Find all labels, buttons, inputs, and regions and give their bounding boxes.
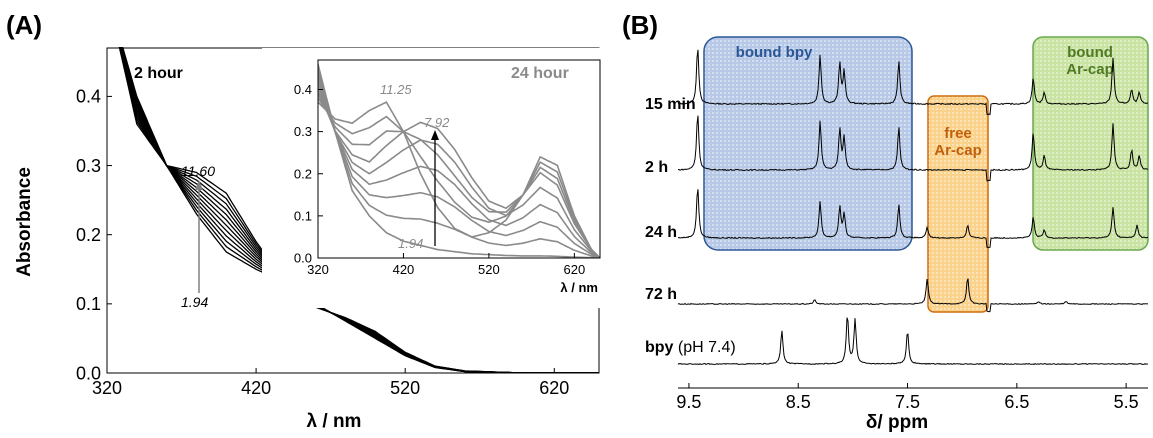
nmr-spectrum-line bbox=[677, 189, 1148, 248]
bound-bpy-box bbox=[703, 36, 913, 251]
nmr-spectra bbox=[677, 49, 1149, 366]
panel-b: (B) bound bpy free Ar-cap bound Ar-cap 1… bbox=[622, 10, 1149, 433]
main-arrow-head bbox=[195, 180, 203, 190]
row-label-bpy-main: bpy bbox=[645, 339, 674, 356]
inset-ytick-label: 0.4 bbox=[294, 82, 312, 97]
inset-frame bbox=[317, 59, 601, 259]
bound-arcap-box bbox=[1032, 36, 1149, 251]
row-label-2h: 2 h bbox=[645, 159, 668, 176]
bound-arcap-label-1: bound bbox=[1067, 44, 1113, 61]
inset-annotation-a: 11.25 bbox=[380, 82, 412, 97]
main-xtick-label: 320 bbox=[92, 378, 122, 398]
row-label-24h: 24 h bbox=[645, 224, 677, 241]
nmr-spectrum-line bbox=[677, 115, 1149, 182]
inset-xtick-label: 420 bbox=[393, 262, 415, 277]
nmr-xtick-label: 6.5 bbox=[1004, 392, 1029, 412]
inset-series-line bbox=[318, 89, 600, 258]
row-label-bpy-sub: (pH 7.4) bbox=[673, 339, 735, 356]
inset-series-line bbox=[318, 74, 600, 258]
inset-series-line bbox=[318, 97, 600, 258]
nmr-spectrum-line bbox=[677, 278, 1148, 313]
nmr-xtick-label: 9.5 bbox=[676, 392, 701, 412]
main-xtick-label: 420 bbox=[241, 378, 271, 398]
nmr-spectrum-line bbox=[677, 317, 1148, 366]
bound-bpy-label: bound bpy bbox=[736, 44, 813, 61]
free-arcap-box bbox=[927, 95, 989, 313]
main-legend: 2 hour bbox=[134, 65, 183, 82]
panel-a-label: (A) bbox=[6, 10, 42, 40]
inset-ytick-label: 0.0 bbox=[294, 251, 312, 266]
main-xtick-label: 520 bbox=[390, 378, 420, 398]
nmr-spectrum-line bbox=[677, 49, 1149, 116]
y-axis-title: Absorbance bbox=[14, 167, 35, 277]
inset-legend: 24 hour bbox=[511, 65, 569, 82]
main-annotation-top: 11.60 bbox=[181, 163, 215, 179]
row-label-15min: 15 min bbox=[645, 96, 696, 113]
inset-annotation-c: 1.94 bbox=[398, 236, 423, 251]
inset-arrow-head bbox=[431, 130, 439, 140]
inset-series-line bbox=[318, 85, 600, 258]
panel-b-label: (B) bbox=[622, 10, 658, 40]
nmr-xtick-label: 5.5 bbox=[1114, 392, 1139, 412]
bound-arcap-label-2: Ar-cap bbox=[1066, 61, 1114, 78]
nmr-xtick-label: 7.5 bbox=[895, 392, 920, 412]
main-ytick-label: 0.2 bbox=[76, 225, 101, 245]
inset-series-line bbox=[318, 93, 600, 258]
inset-ytick-label: 0.2 bbox=[294, 166, 312, 181]
inset-series-line bbox=[318, 79, 600, 258]
inset-xlabel: λ / nm bbox=[560, 280, 598, 295]
row-label-bpy: bpy (pH 7.4) bbox=[645, 339, 736, 356]
main-annotation-bottom: 1.94 bbox=[181, 294, 208, 310]
inset-annotation-b: 7.92 bbox=[424, 115, 450, 130]
row-label-72h: 72 h bbox=[645, 286, 677, 303]
x-axis-title: λ / nm bbox=[307, 411, 362, 432]
inset-plot: 0.0 0.1 0.2 0.3 0.4 320 420 520 620 λ / nm bbox=[262, 48, 602, 308]
panel-a: (A) Absorbance λ / nm 0.0 0.1 0.2 0.3 0.4 320… bbox=[6, 10, 602, 432]
nmr-x-axis: 9.5 8.5 7.5 6.5 5.5 bbox=[676, 383, 1148, 412]
main-ytick-label: 0.0 bbox=[76, 363, 101, 383]
nmr-x-axis-title: δ/ ppm bbox=[866, 412, 928, 433]
inset-series-line bbox=[318, 101, 600, 258]
main-ytick-label: 0.3 bbox=[76, 156, 101, 176]
inset-ytick-label: 0.1 bbox=[294, 208, 312, 223]
main-ytick-label: 0.1 bbox=[76, 294, 101, 314]
main-xtick-label: 620 bbox=[539, 378, 569, 398]
inset-xtick-label: 520 bbox=[478, 262, 500, 277]
main-ytick-label: 0.4 bbox=[76, 87, 101, 107]
nmr-xtick-label: 8.5 bbox=[786, 392, 811, 412]
inset-xtick-label: 320 bbox=[307, 262, 329, 277]
free-arcap-label-2: Ar-cap bbox=[934, 142, 982, 159]
inset-ytick-label: 0.3 bbox=[294, 124, 312, 139]
inset-xtick-label: 620 bbox=[564, 262, 586, 277]
inset-series-line bbox=[318, 64, 600, 258]
free-arcap-label-1: free bbox=[944, 125, 972, 142]
